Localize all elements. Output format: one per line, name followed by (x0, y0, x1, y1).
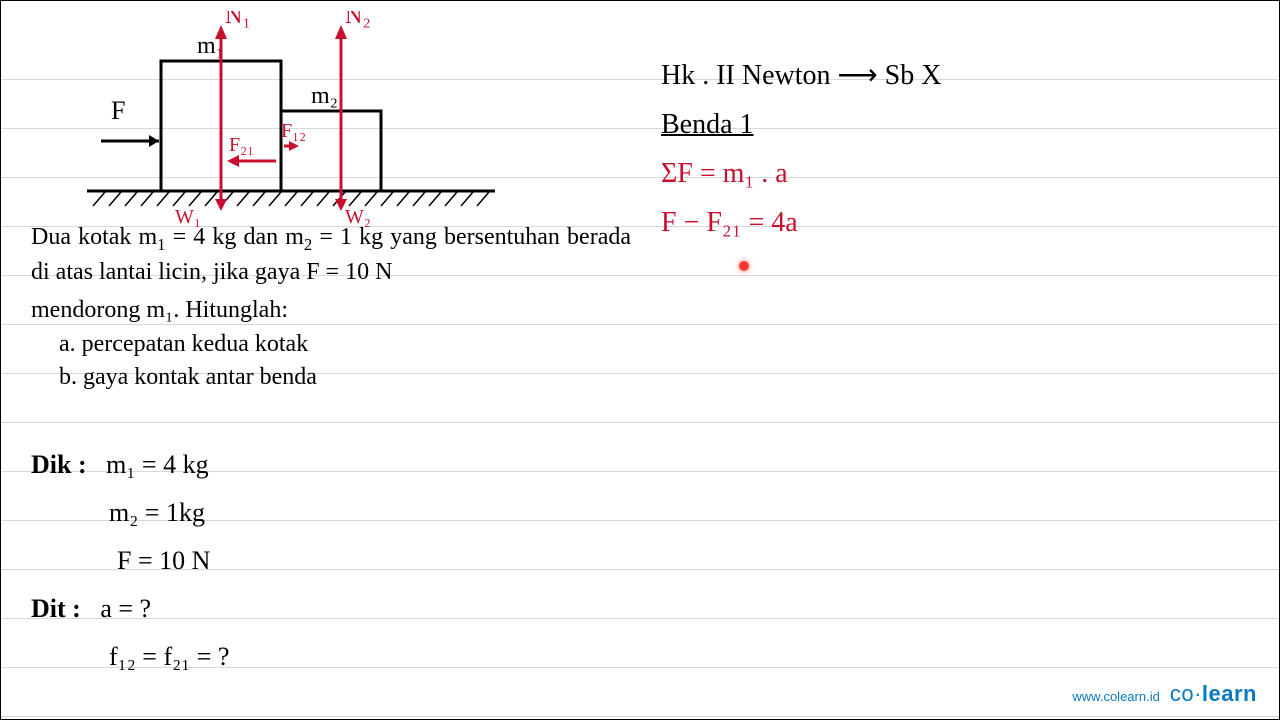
physics-diagram: F m₁ m₂ N₁ N₂ F₂₁ F₁₂ W₁ W₂ (81, 11, 501, 221)
known-a: a = ? (100, 594, 151, 623)
problem-line1a: Dua kotak m (31, 224, 157, 250)
work-eq2: F − F₂₁ = 4a (661, 207, 798, 238)
footer-url: www.colearn.id (1072, 689, 1159, 704)
brand-prefix: co (1170, 681, 1194, 706)
known-f12: f₁₂ = f₂₁ = ? (109, 633, 229, 681)
known-m2: m₂ = 1kg (109, 489, 229, 537)
problem-statement: Dua kotak m1 = 4 kg dan m2 = 1 kg yang b… (31, 221, 631, 395)
footer-brand: www.colearn.id co·learn (1072, 681, 1257, 707)
label-F: F (111, 96, 125, 125)
known-F: F = 10 N (117, 537, 229, 585)
problem-line3: mendorong m₁. Hitunglah: (31, 294, 631, 328)
brand-suffix: learn (1202, 681, 1257, 706)
label-F12: F₁₂ (281, 120, 306, 142)
label-N2: N₂ (345, 11, 371, 29)
problem-item-a: a. percepatan kedua kotak (59, 328, 631, 362)
solution-work: Hk . II Newton ⟶ Sb X Benda 1 ΣF = m₁ . … (661, 51, 941, 288)
problem-line1c: = 1 kg yang bersentuhan (312, 224, 560, 250)
brand-dot: · (1194, 681, 1202, 706)
dit-label: Dit : (31, 594, 81, 623)
label-F21: F₂₁ (229, 134, 254, 156)
problem-item-b: b. gaya kontak antar benda (59, 361, 631, 395)
label-m2: m₂ (311, 83, 338, 109)
known-section: Dik : m₁ = 4 kg m₂ = 1kg F = 10 N Dit : … (31, 441, 229, 681)
label-N1: N₁ (225, 11, 251, 29)
problem-line1b: = 4 kg dan m (166, 224, 304, 250)
work-body1: Benda 1 (661, 100, 941, 149)
known-m1: m₁ = 4 kg (106, 450, 208, 479)
work-eq1: ΣF = m₁ . a (661, 149, 941, 198)
laser-pointer-dot (739, 261, 749, 271)
dik-label: Dik : (31, 450, 87, 479)
work-title: Hk . II Newton ⟶ Sb X (661, 51, 941, 100)
